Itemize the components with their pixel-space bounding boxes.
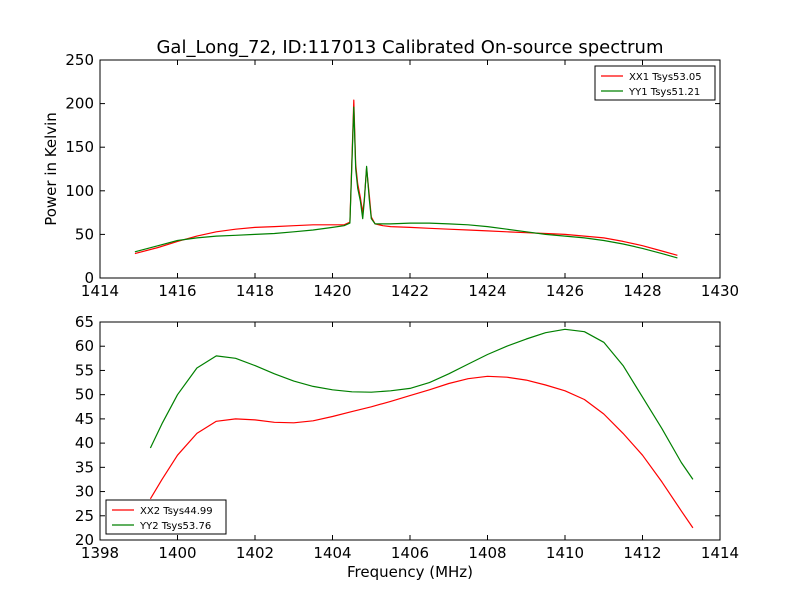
x-tick-label: 1398 bbox=[81, 544, 119, 562]
series-line-yy1 bbox=[134, 106, 678, 259]
y-tick-label: 50 bbox=[75, 225, 94, 243]
x-tick-label: 1430 bbox=[701, 282, 739, 300]
y-tick-label: 50 bbox=[75, 386, 94, 404]
x-tick-label: 1404 bbox=[313, 544, 351, 562]
x-tick-label: 1414 bbox=[81, 282, 119, 300]
x-tick-label: 1418 bbox=[236, 282, 274, 300]
x-tick-label: 1428 bbox=[623, 282, 661, 300]
y-tick-label: 200 bbox=[65, 95, 94, 113]
y-tick-label: 45 bbox=[75, 410, 94, 428]
x-tick-label: 1414 bbox=[701, 544, 739, 562]
series-line-yy2 bbox=[149, 328, 694, 480]
x-tick-label: 1416 bbox=[158, 282, 196, 300]
y-tick-label: 60 bbox=[75, 337, 94, 355]
y-tick-label: 0 bbox=[84, 269, 94, 287]
legend-box bbox=[105, 499, 227, 535]
legend: XX2 Tsys44.99 YY2 Tsys53.76 bbox=[105, 499, 227, 535]
bottom-plot: 1398 1400 1402 1404 1406 1408 1410 1412 1414 20 25… bbox=[75, 313, 739, 581]
legend-label: XX1 Tsys53.05 bbox=[629, 72, 702, 83]
y-tick-label: 150 bbox=[65, 138, 94, 156]
top-plot: 1414 1416 1418 1420 1422 1424 1426 1428 1430 0 50 1… bbox=[42, 51, 739, 300]
legend-label: YY1 Tsys51.21 bbox=[628, 87, 700, 98]
x-tick-label: 1400 bbox=[158, 544, 196, 562]
y-tick-label: 100 bbox=[65, 182, 94, 200]
x-tick-label: 1412 bbox=[623, 544, 661, 562]
x-tick-label: 1420 bbox=[313, 282, 351, 300]
x-tick-label: 1426 bbox=[546, 282, 584, 300]
y-tick-label: 25 bbox=[75, 507, 94, 525]
x-tick-label: 1410 bbox=[546, 544, 584, 562]
legend: XX1 Tsys53.05 YY1 Tsys51.21 bbox=[594, 65, 716, 101]
x-tick-label: 1402 bbox=[236, 544, 274, 562]
y-tick-label: 20 bbox=[75, 531, 94, 549]
y-tick-label: 30 bbox=[75, 483, 94, 501]
series-line-xx2 bbox=[149, 375, 694, 529]
y-tick-label: 65 bbox=[75, 313, 94, 331]
y-tick-label: 40 bbox=[75, 434, 94, 452]
x-tick-label: 1408 bbox=[468, 544, 506, 562]
legend-label: YY2 Tsys53.76 bbox=[139, 521, 211, 532]
x-tick-label: 1424 bbox=[468, 282, 506, 300]
figure-title: Gal_Long_72, ID:117013 Calibrated On-sou… bbox=[156, 37, 663, 58]
y-tick-label: 250 bbox=[65, 51, 94, 69]
x-tick-label: 1406 bbox=[391, 544, 429, 562]
x-tick-label: 1422 bbox=[391, 282, 429, 300]
y-axis-label: Power in Kelvin bbox=[42, 112, 60, 226]
y-tick-label: 35 bbox=[75, 458, 94, 476]
y-tick-label: 55 bbox=[75, 361, 94, 379]
x-axis-label: Frequency (MHz) bbox=[347, 563, 473, 581]
legend-box bbox=[594, 65, 716, 101]
legend-label: XX2 Tsys44.99 bbox=[140, 506, 213, 517]
series-line-xx1 bbox=[134, 99, 678, 256]
